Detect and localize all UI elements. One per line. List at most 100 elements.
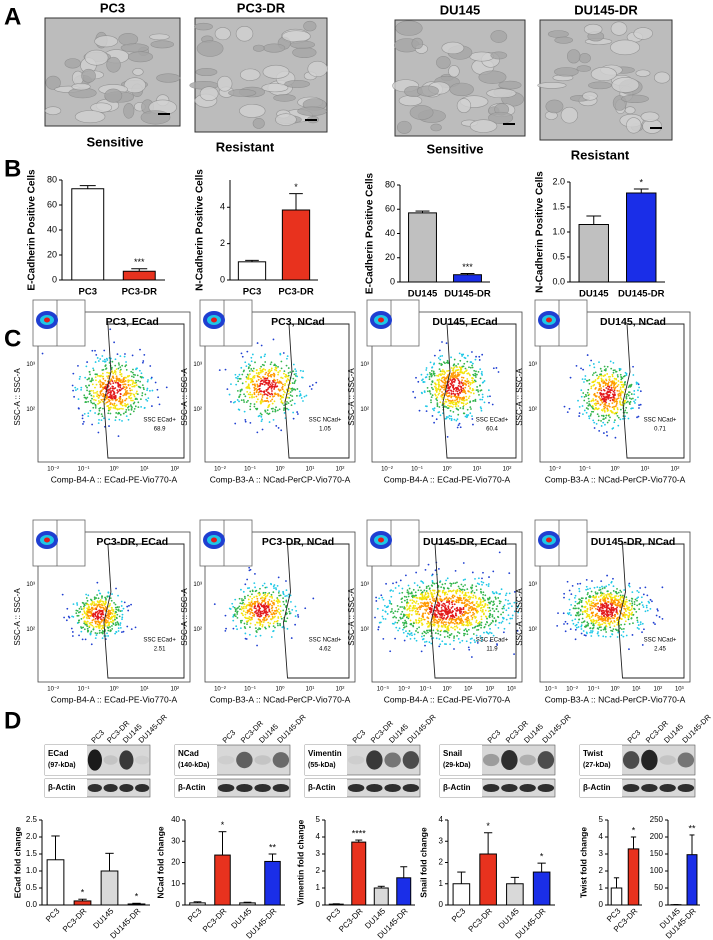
significance-label: *	[632, 825, 636, 835]
event-dot	[130, 628, 133, 631]
event-dot	[438, 603, 441, 605]
event-dot	[489, 602, 491, 605]
event-dot	[253, 582, 256, 585]
event-dot	[109, 610, 112, 612]
event-dot	[608, 385, 610, 388]
event-dot	[254, 590, 257, 593]
event-dot	[459, 608, 462, 611]
event-dot	[466, 633, 469, 636]
event-dot	[441, 398, 444, 400]
event-dot	[602, 375, 605, 377]
event-dot	[487, 585, 490, 587]
event-dot	[450, 356, 453, 359]
event-dot	[110, 390, 112, 393]
event-dot	[127, 384, 130, 387]
event-dot	[256, 597, 259, 600]
event-dot	[435, 389, 437, 392]
cell	[653, 71, 671, 84]
event-dot	[230, 383, 232, 386]
cell	[239, 103, 266, 118]
event-dot	[469, 406, 472, 409]
event-dot	[315, 381, 318, 384]
event-dot	[441, 396, 444, 399]
event-dot	[232, 605, 235, 608]
event-dot	[144, 393, 147, 396]
event-dot	[89, 399, 92, 402]
event-dot	[243, 410, 246, 413]
event-dot	[92, 608, 94, 611]
event-dot	[104, 602, 107, 605]
event-dot	[273, 620, 276, 623]
event-dot	[620, 398, 623, 401]
event-dot	[603, 409, 606, 412]
event-dot	[619, 394, 621, 397]
event-dot	[268, 385, 271, 388]
event-dot	[433, 592, 436, 595]
event-dot	[264, 410, 267, 413]
event-dot	[405, 616, 408, 619]
event-dot	[441, 386, 443, 389]
event-dot	[469, 641, 472, 644]
event-dot	[598, 381, 601, 384]
event-dot	[581, 378, 584, 381]
event-dot	[415, 610, 417, 613]
event-dot	[482, 571, 484, 574]
event-dot	[448, 414, 451, 417]
event-dot	[253, 383, 256, 386]
event-dot	[513, 601, 516, 604]
cell	[448, 65, 460, 78]
event-dot	[413, 633, 416, 636]
event-dot	[295, 372, 297, 375]
event-dot	[418, 409, 421, 412]
event-dot	[253, 615, 256, 617]
event-dot	[105, 357, 108, 360]
event-dot	[441, 363, 443, 366]
event-dot	[390, 595, 393, 598]
event-dot	[430, 604, 433, 607]
event-dot	[249, 626, 251, 629]
event-dot	[426, 386, 429, 389]
event-dot	[417, 606, 420, 609]
event-dot	[420, 589, 422, 592]
event-dot	[129, 392, 131, 395]
event-dot	[439, 355, 442, 358]
event-dot	[250, 616, 253, 619]
event-dot	[628, 582, 631, 585]
event-dot	[447, 395, 450, 397]
event-dot	[129, 389, 132, 392]
event-dot	[136, 393, 139, 396]
event-dot	[147, 379, 149, 381]
event-dot	[493, 592, 496, 595]
event-dot	[513, 653, 515, 656]
event-dot	[414, 602, 417, 604]
event-dot	[614, 419, 616, 421]
event-dot	[289, 391, 292, 394]
event-dot	[270, 600, 273, 603]
event-dot	[142, 376, 145, 379]
event-dot	[621, 391, 624, 394]
event-dot	[502, 605, 505, 608]
event-dot	[276, 409, 279, 412]
event-dot	[74, 389, 77, 392]
event-dot	[476, 582, 479, 585]
event-dot	[424, 597, 427, 600]
event-dot	[471, 389, 474, 392]
event-dot	[277, 371, 280, 374]
event-dot	[247, 619, 250, 622]
event-dot	[417, 610, 419, 613]
event-dot	[422, 612, 425, 615]
event-dot	[387, 605, 390, 608]
event-dot	[100, 413, 103, 416]
event-dot	[100, 631, 103, 634]
event-dot	[443, 405, 446, 408]
event-dot	[453, 637, 455, 639]
event-dot	[266, 594, 269, 597]
event-dot	[445, 613, 448, 616]
event-dot	[88, 622, 91, 625]
event-dot	[598, 387, 601, 390]
event-dot	[106, 616, 109, 619]
event-dot	[517, 605, 520, 607]
event-dot	[95, 373, 97, 376]
event-dot	[433, 374, 436, 377]
event-dot	[90, 603, 92, 605]
